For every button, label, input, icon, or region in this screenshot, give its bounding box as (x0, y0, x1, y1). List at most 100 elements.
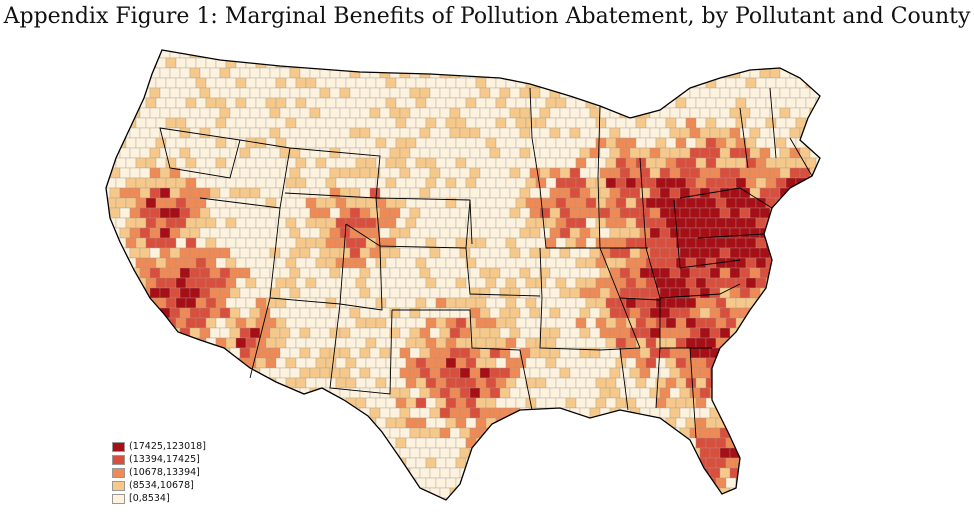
county-cell (866, 158, 876, 168)
county-cell (249, 227, 261, 239)
county-cell (195, 357, 207, 369)
county-cell (639, 387, 651, 399)
county-cell (409, 87, 421, 99)
county-cell (295, 317, 307, 329)
county-cell (505, 337, 517, 349)
county-cell (419, 107, 431, 119)
county-cell (615, 197, 627, 209)
county-cell (425, 297, 437, 309)
county-cell (685, 217, 697, 229)
county-cell (409, 327, 421, 339)
county-cell (145, 117, 157, 129)
county-cell (135, 157, 147, 169)
county-cell (309, 167, 321, 179)
county-cell (815, 477, 820, 489)
county-cell (315, 197, 327, 209)
county-cell (499, 387, 511, 399)
county-cell (579, 87, 591, 99)
county-cell (739, 67, 751, 79)
county-cell (315, 117, 327, 129)
county-cell (846, 98, 856, 108)
county-cell (449, 107, 461, 119)
county-cell (419, 427, 431, 439)
county-cell (870, 208, 880, 218)
county-cell (575, 337, 587, 349)
county-cell (475, 77, 487, 89)
county-cell (609, 287, 621, 299)
county-cell (745, 217, 757, 229)
county-cell (866, 198, 876, 208)
county-cell (295, 377, 307, 389)
county-cell (425, 417, 437, 429)
county-cell (445, 437, 457, 449)
county-cell (465, 497, 477, 500)
county-cell (295, 437, 307, 449)
county-cell (649, 307, 661, 319)
county-cell (769, 167, 781, 179)
county-cell (479, 287, 491, 299)
county-cell (155, 177, 167, 189)
county-cell (799, 347, 811, 359)
county-cell (165, 277, 177, 289)
county-cell (419, 247, 431, 259)
county-cell (595, 277, 607, 289)
county-cell (415, 77, 427, 89)
county-cell (840, 488, 850, 498)
county-cell (225, 257, 237, 269)
county-cell (625, 417, 637, 429)
county-cell (830, 68, 840, 78)
county-cell (870, 88, 880, 98)
county-cell (575, 137, 587, 149)
county-cell (629, 87, 641, 99)
county-cell (475, 297, 487, 309)
county-cell (585, 457, 597, 469)
county-cell (485, 257, 497, 269)
county-cell (539, 447, 551, 459)
county-cell (405, 77, 417, 89)
county-cell (455, 57, 467, 69)
county-cell (115, 57, 127, 69)
county-cell (539, 147, 551, 159)
county-cell (749, 187, 761, 199)
county-cell (435, 237, 447, 249)
county-cell (729, 427, 741, 439)
county-cell (505, 177, 517, 189)
county-cell (119, 227, 131, 239)
county-cell (435, 157, 447, 169)
county-cell (739, 347, 751, 359)
county-cell (669, 307, 681, 319)
county-cell (625, 457, 637, 469)
county-cell (345, 137, 357, 149)
county-cell (299, 167, 311, 179)
county-cell (106, 447, 111, 459)
county-cell (359, 327, 371, 339)
county-cell (830, 108, 840, 118)
county-cell (559, 167, 571, 179)
county-cell (635, 457, 647, 469)
county-cell (499, 247, 511, 259)
county-cell (559, 467, 571, 479)
county-cell (765, 297, 777, 309)
county-cell (729, 207, 741, 219)
county-cell (545, 177, 557, 189)
county-cell (259, 127, 271, 139)
county-cell (860, 168, 870, 178)
county-cell (229, 107, 241, 119)
county-cell (205, 317, 217, 329)
county-cell (715, 277, 727, 289)
county-cell (836, 178, 846, 188)
county-cell (106, 127, 111, 139)
county-cell (159, 50, 171, 59)
county-cell (669, 327, 681, 339)
county-cell (830, 428, 840, 438)
county-cell (375, 397, 387, 409)
county-cell (295, 177, 307, 189)
county-cell (195, 297, 207, 309)
county-cell (555, 137, 567, 149)
county-cell (609, 187, 621, 199)
county-cell (395, 217, 407, 229)
county-cell (299, 227, 311, 239)
county-cell (489, 167, 501, 179)
county-cell (699, 67, 711, 79)
county-cell (699, 447, 711, 459)
